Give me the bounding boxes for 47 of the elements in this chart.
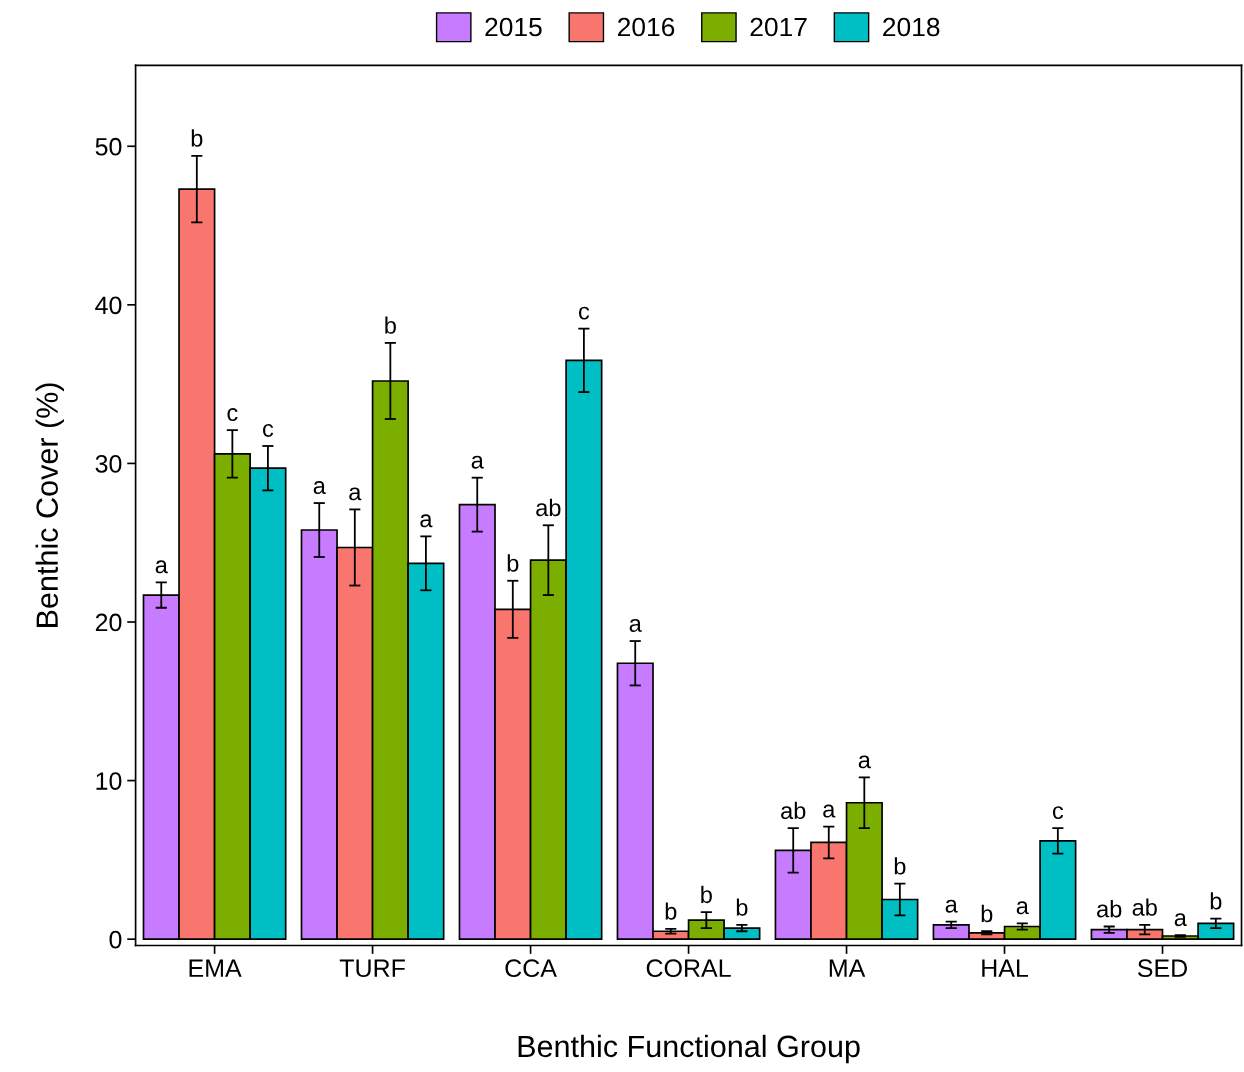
x-tick-label: HAL (982, 959, 1029, 977)
data-label: a (858, 755, 871, 769)
data-label: b (981, 904, 993, 923)
y-tick-label: 0 (109, 930, 122, 949)
data-label: a (155, 560, 168, 574)
legend-label: 2018 (883, 17, 940, 37)
data-label: b (507, 554, 519, 572)
data-label: ab (536, 498, 561, 517)
data-label: c (578, 306, 590, 320)
y-tick-label: 30 (95, 455, 122, 473)
data-label: a (420, 514, 433, 528)
data-label: c (1052, 806, 1064, 820)
y-tick-label: 50 (95, 137, 122, 156)
data-label: b (191, 129, 203, 147)
data-label: a (823, 804, 836, 818)
data-label: b (1210, 892, 1222, 910)
legend-label: 2017 (750, 17, 807, 37)
data-label: a (629, 619, 642, 632)
data-label: ab (1132, 898, 1157, 916)
x-tick-label: MA (829, 959, 866, 977)
data-label: a (349, 487, 362, 501)
legend-label: 2015 (485, 17, 542, 37)
data-label: a (1016, 901, 1029, 915)
x-tick-label: SED (1137, 959, 1188, 978)
data-label: b (701, 885, 712, 904)
data-label: c (227, 408, 238, 422)
y-tick-label: 10 (96, 772, 122, 790)
data-label: a (1174, 913, 1187, 927)
data-label: ab (1097, 900, 1122, 918)
x-tick-label: EMA (189, 959, 242, 977)
data-label: a (471, 455, 484, 469)
data-label: a (945, 899, 958, 913)
data-label: b (894, 857, 906, 875)
x-axis-title: Benthic Functional Group (518, 1034, 860, 1064)
x-tick-label: CORAL (646, 959, 731, 978)
y-tick-label: 40 (95, 296, 122, 315)
y-tick-label: 20 (95, 613, 122, 632)
data-label: b (665, 902, 677, 920)
data-label: c (263, 423, 274, 437)
legend-label: 2016 (617, 17, 675, 37)
y-axis-title: Benthic Cover (%) (35, 383, 65, 627)
data-label: b (385, 316, 396, 334)
data-label: ab (781, 801, 806, 820)
data-label: b (736, 898, 748, 916)
x-tick-label: TURF (339, 959, 405, 978)
data-label: a (313, 481, 326, 494)
x-tick-label: CCA (505, 959, 557, 978)
